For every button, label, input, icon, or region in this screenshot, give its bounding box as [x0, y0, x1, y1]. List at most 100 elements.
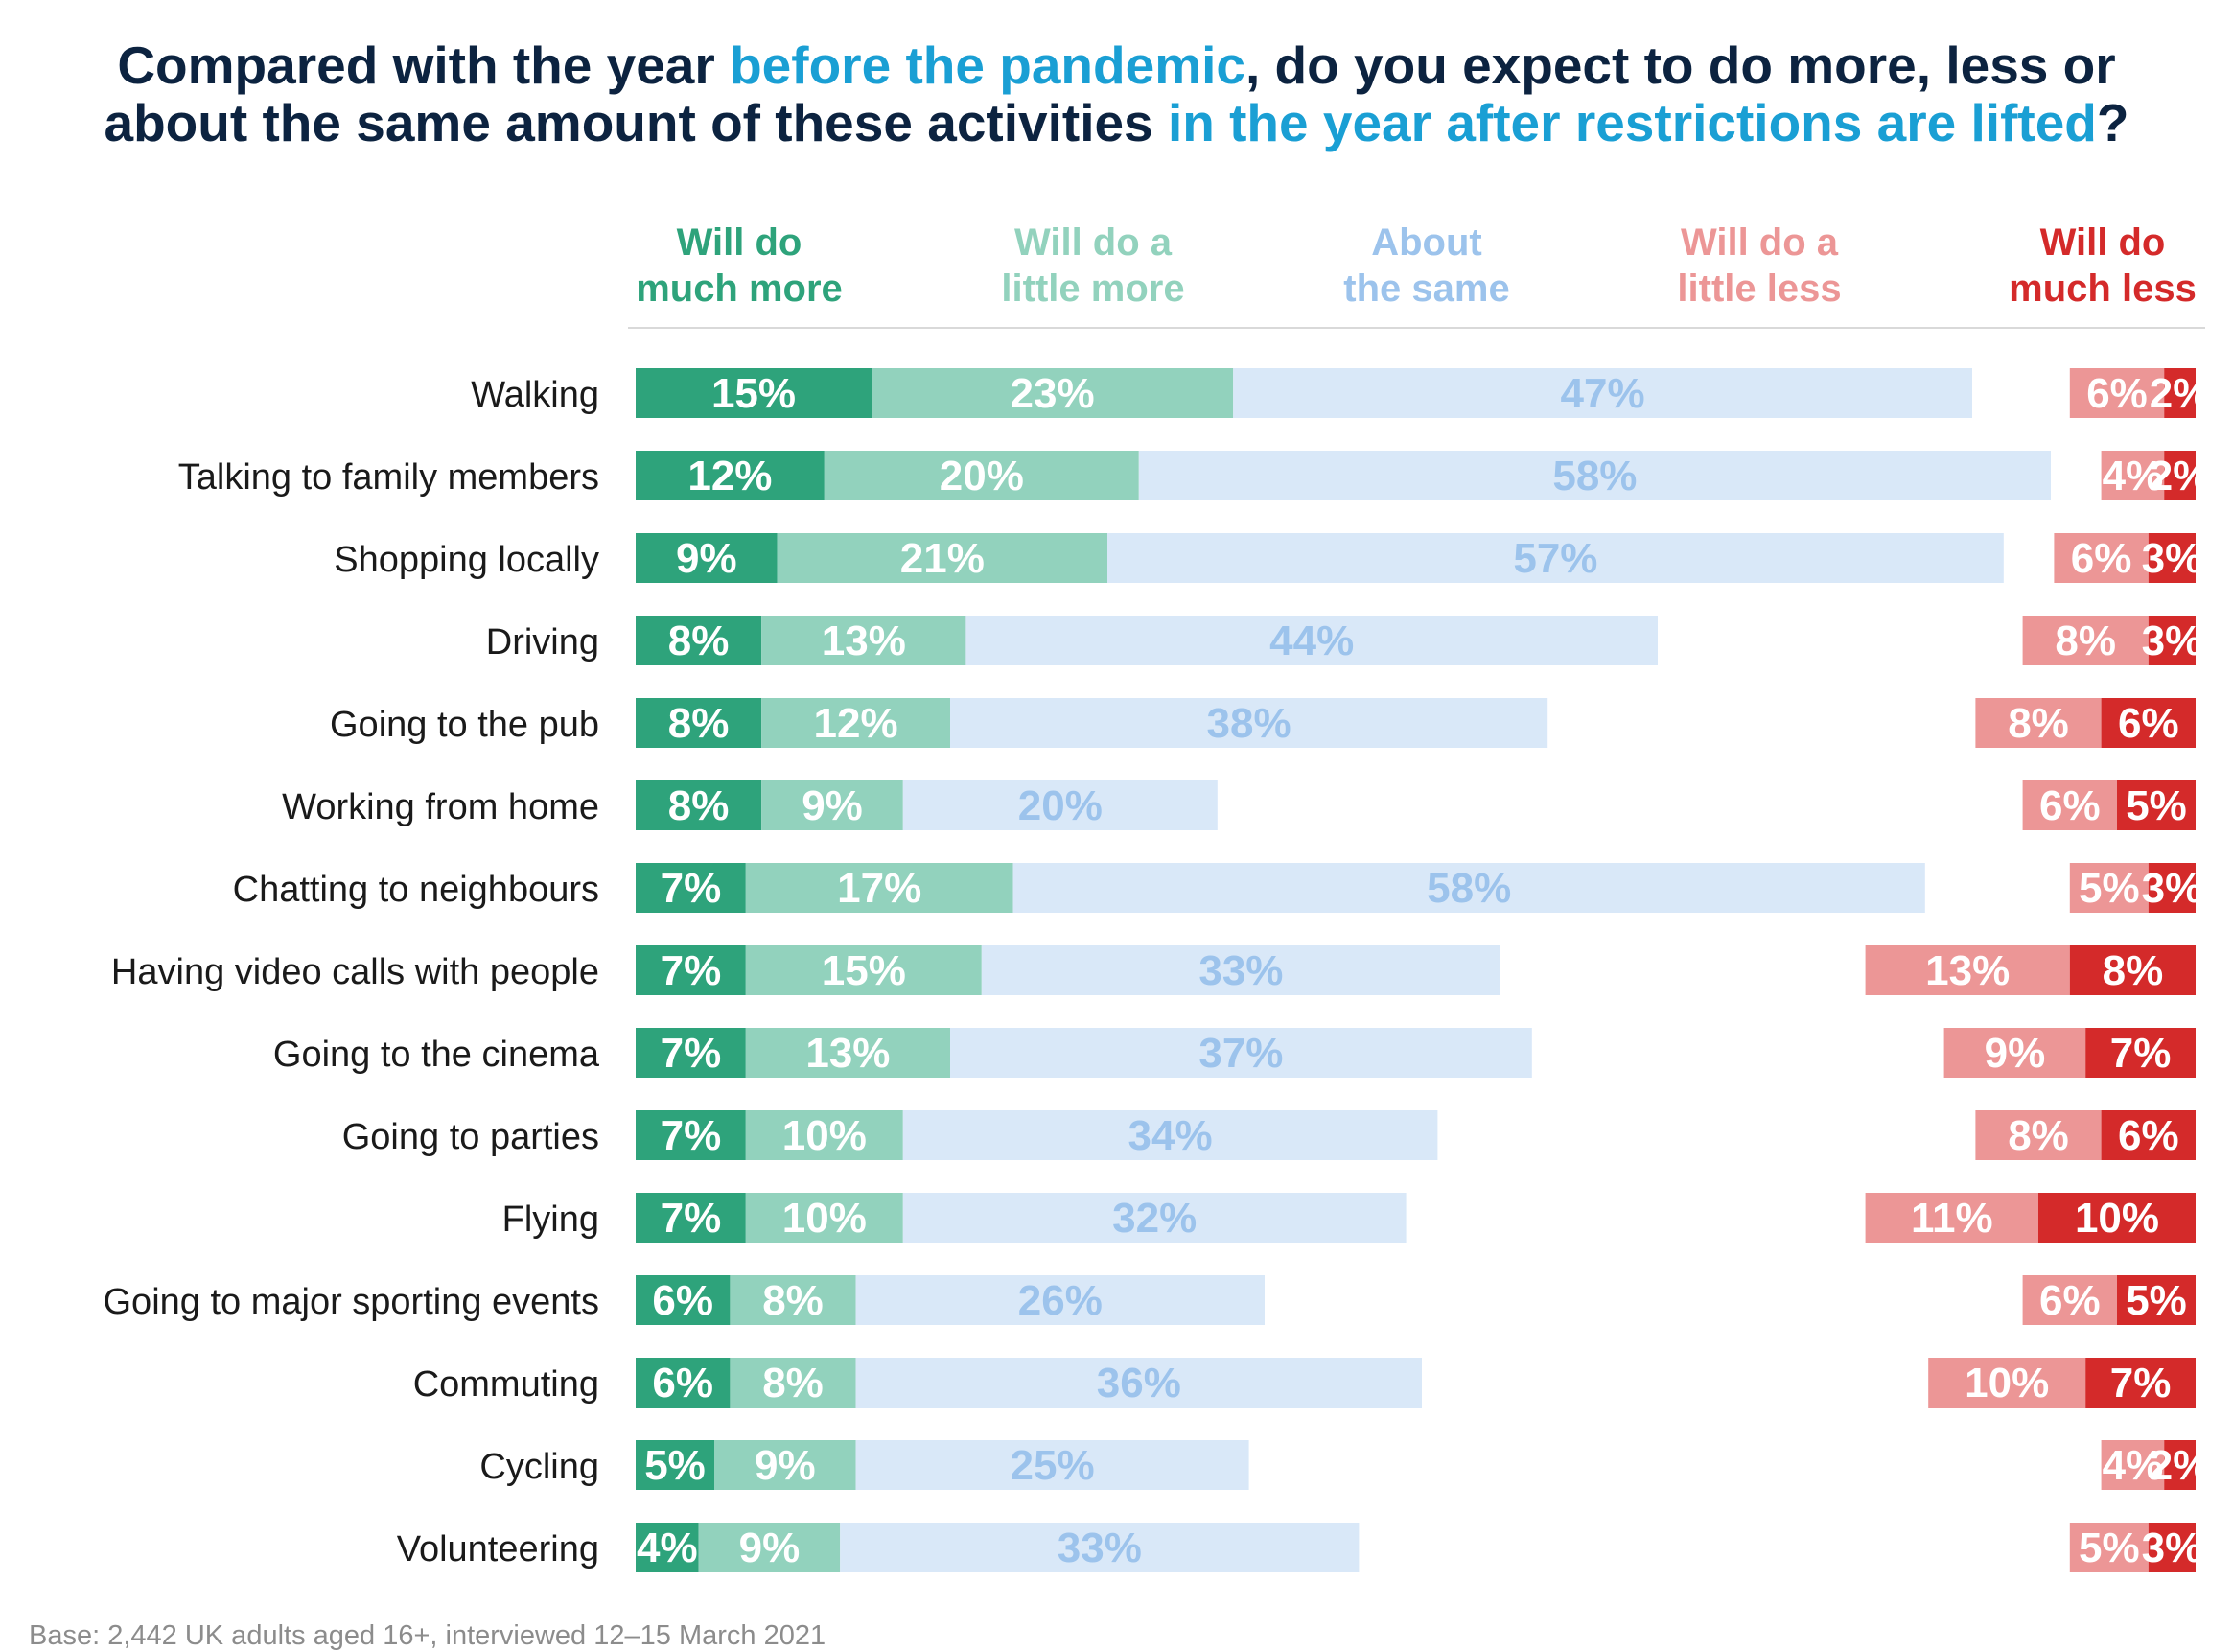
data-label: 20%: [940, 453, 1024, 500]
bar-segment-much-more: [636, 368, 872, 418]
data-label: 8%: [2008, 1112, 2069, 1159]
bar-segment-little-more: [761, 616, 966, 665]
data-label: 5%: [2126, 1277, 2187, 1324]
data-label: 9%: [1985, 1030, 2046, 1077]
data-label: 13%: [805, 1030, 890, 1077]
data-label: 9%: [676, 535, 737, 582]
bar-segment-much-more: [636, 1110, 746, 1160]
data-label: 8%: [2008, 700, 2069, 747]
data-label: 6%: [652, 1360, 713, 1407]
data-label: 44%: [1269, 617, 1354, 664]
data-label: 10%: [1965, 1360, 2049, 1407]
category-label: Going to the pub: [330, 705, 599, 745]
bar-segment-much-more: [636, 616, 762, 665]
legend-label: Will do a: [1014, 221, 1173, 264]
bar-segment-little-more: [824, 451, 1139, 500]
data-label: 58%: [1427, 865, 1511, 912]
data-label: 8%: [668, 617, 730, 664]
data-label: 7%: [661, 865, 722, 912]
bar-segment-much-less: [2117, 780, 2196, 830]
data-label: 17%: [837, 865, 921, 912]
title-text: , do you expect to do more, less or: [1244, 35, 2116, 95]
data-label: 12%: [814, 700, 898, 747]
category-label: Volunteering: [397, 1529, 599, 1570]
category-label: Commuting: [413, 1364, 599, 1405]
bar-segment-much-less: [2085, 1028, 2196, 1078]
data-label: 8%: [668, 782, 730, 829]
bar-segment-much-more: [636, 1523, 699, 1572]
bar-segment-much-less: [2164, 1440, 2196, 1490]
bar-segment-same: [855, 1440, 1249, 1490]
bar-segment-same: [950, 698, 1548, 748]
bar-segment-little-less: [1943, 1028, 2086, 1078]
data-label: 7%: [661, 1030, 722, 1077]
category-label: Talking to family members: [178, 457, 599, 498]
bar-segment-much-less: [2148, 533, 2196, 583]
category-label: Going to the cinema: [273, 1035, 600, 1075]
data-label: 37%: [1198, 1030, 1283, 1077]
data-label: 6%: [2086, 370, 2148, 417]
bar-segment-little-less: [2022, 616, 2149, 665]
bar-segment-much-more: [636, 863, 746, 913]
data-label: 9%: [802, 782, 863, 829]
bar-segment-much-more: [636, 945, 746, 995]
bar-segment-much-less: [2069, 945, 2196, 995]
data-label: 12%: [687, 453, 772, 500]
data-label: 9%: [755, 1442, 816, 1489]
data-label: 8%: [762, 1360, 824, 1407]
data-label: 8%: [2103, 947, 2164, 994]
bar-segment-same: [1233, 368, 1972, 418]
data-label: 15%: [822, 947, 906, 994]
data-label: 10%: [782, 1112, 867, 1159]
bar-segment-same: [1107, 533, 2004, 583]
bar-segment-little-less: [2022, 1275, 2117, 1325]
bar-segment-little-more: [698, 1523, 841, 1572]
bar-segment-much-more: [636, 1275, 731, 1325]
bar-segment-much-less: [2164, 451, 2196, 500]
data-label: 20%: [1018, 782, 1103, 829]
category-label: Going to parties: [342, 1117, 599, 1157]
category-label: Driving: [486, 622, 599, 663]
data-label: 3%: [2142, 865, 2203, 912]
data-label: 13%: [1925, 947, 2010, 994]
legend-label: much more: [636, 268, 843, 310]
bar-segment-much-more: [636, 451, 825, 500]
bar-segment-little-less: [2069, 368, 2165, 418]
bar-segment-much-less: [2085, 1358, 2196, 1408]
bar-segment-much-more: [636, 1440, 714, 1490]
legend-label: Will do: [677, 221, 802, 264]
category-label: Working from home: [282, 787, 599, 827]
data-label: 6%: [2039, 1277, 2101, 1324]
data-label: 3%: [2142, 535, 2203, 582]
data-label: 6%: [2039, 782, 2101, 829]
chart-title: Compared with the year before the pandem…: [0, 36, 2233, 151]
bar-segment-little-more: [761, 698, 950, 748]
data-label: 4%: [2103, 453, 2164, 500]
bar-segment-little-more: [745, 1110, 903, 1160]
bar-segment-little-more: [745, 945, 982, 995]
title-line-1: Compared with the year before the pandem…: [0, 36, 2233, 94]
bar-segment-little-less: [1865, 1193, 2038, 1243]
category-label: Flying: [502, 1199, 599, 1240]
bar-segment-little-more: [872, 368, 1234, 418]
data-label: 7%: [661, 1195, 722, 1242]
bar-segment-little-less: [1928, 1358, 2086, 1408]
category-label: Shopping locally: [334, 540, 599, 580]
bar-segment-little-less: [2101, 451, 2165, 500]
bar-segment-much-less: [2038, 1193, 2196, 1243]
category-label: Chatting to neighbours: [233, 870, 599, 910]
bar-segment-same: [840, 1523, 1360, 1572]
bar-segment-same: [950, 1028, 1532, 1078]
data-label: 6%: [2118, 700, 2179, 747]
bar-segment-much-less: [2164, 368, 2196, 418]
title-highlight: in the year after restrictions are lifte…: [1167, 93, 2097, 152]
title-text: Compared with the year: [117, 35, 731, 95]
category-label: Going to major sporting events: [104, 1282, 600, 1322]
footnote: Base: 2,442 UK adults aged 16+, intervie…: [29, 1620, 826, 1651]
data-label: 6%: [2118, 1112, 2179, 1159]
data-label: 36%: [1097, 1360, 1181, 1407]
bar-segment-much-more: [636, 533, 778, 583]
data-label: 8%: [762, 1277, 824, 1324]
data-label: 8%: [2055, 617, 2116, 664]
